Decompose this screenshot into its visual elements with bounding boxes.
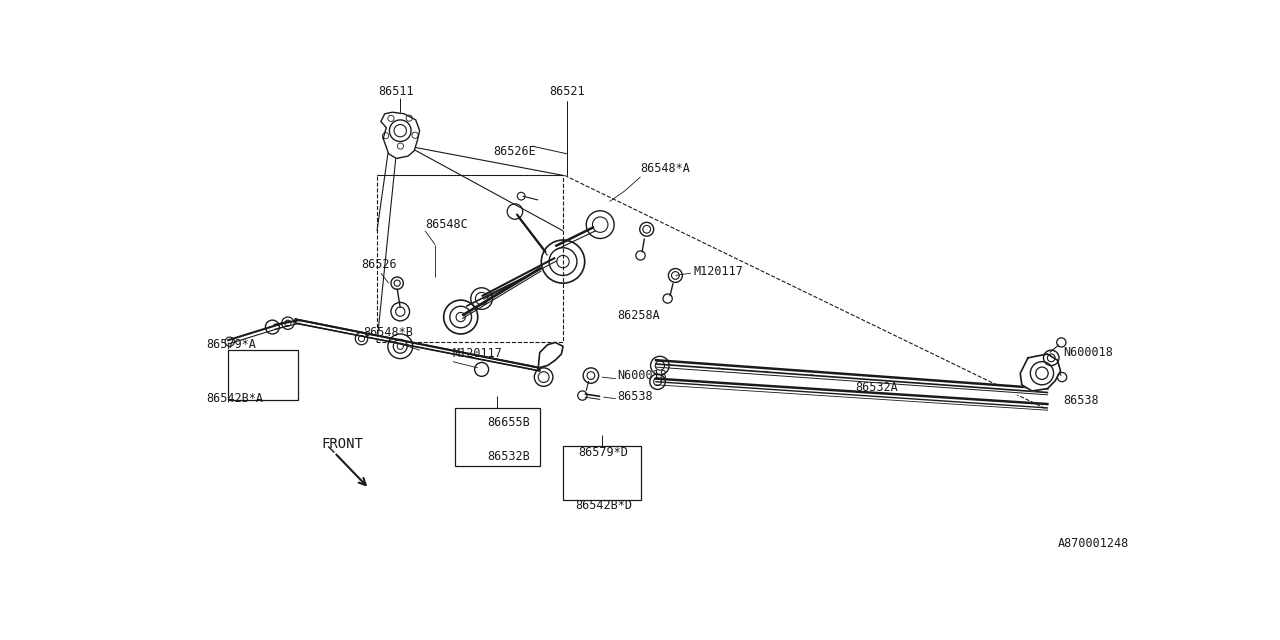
Text: 86655B: 86655B — [488, 415, 530, 429]
Bar — [454, 408, 540, 466]
Text: 86579*D: 86579*D — [579, 447, 628, 460]
Text: 86542B*A: 86542B*A — [206, 392, 264, 405]
Text: 86532B: 86532B — [488, 451, 530, 463]
Text: A870001248: A870001248 — [1057, 538, 1129, 550]
Text: 86526E: 86526E — [493, 145, 535, 157]
Polygon shape — [1020, 354, 1061, 391]
Polygon shape — [657, 360, 1047, 396]
Bar — [228, 350, 298, 400]
Text: N600018: N600018 — [617, 369, 667, 382]
Text: 86579*A: 86579*A — [206, 339, 256, 351]
Text: M120117: M120117 — [453, 347, 503, 360]
Text: 86542B*D: 86542B*D — [575, 499, 632, 512]
Polygon shape — [381, 112, 420, 159]
Text: 86511: 86511 — [379, 85, 415, 99]
Text: 86548*B: 86548*B — [364, 326, 413, 339]
Text: 86521: 86521 — [549, 85, 585, 99]
Text: 86532A: 86532A — [855, 381, 899, 394]
Text: 86538: 86538 — [1062, 394, 1098, 406]
Text: M120117: M120117 — [694, 265, 744, 278]
Polygon shape — [296, 319, 540, 371]
Text: 86538: 86538 — [617, 390, 653, 403]
Bar — [563, 447, 640, 500]
Text: 86548*A: 86548*A — [640, 163, 690, 175]
Text: N600018: N600018 — [1062, 346, 1112, 359]
Text: FRONT: FRONT — [321, 437, 364, 451]
Text: 86526: 86526 — [361, 258, 397, 271]
Text: 86258A: 86258A — [617, 308, 660, 322]
Bar — [378, 175, 563, 342]
Text: 86548C: 86548C — [425, 218, 467, 231]
Polygon shape — [538, 342, 563, 368]
